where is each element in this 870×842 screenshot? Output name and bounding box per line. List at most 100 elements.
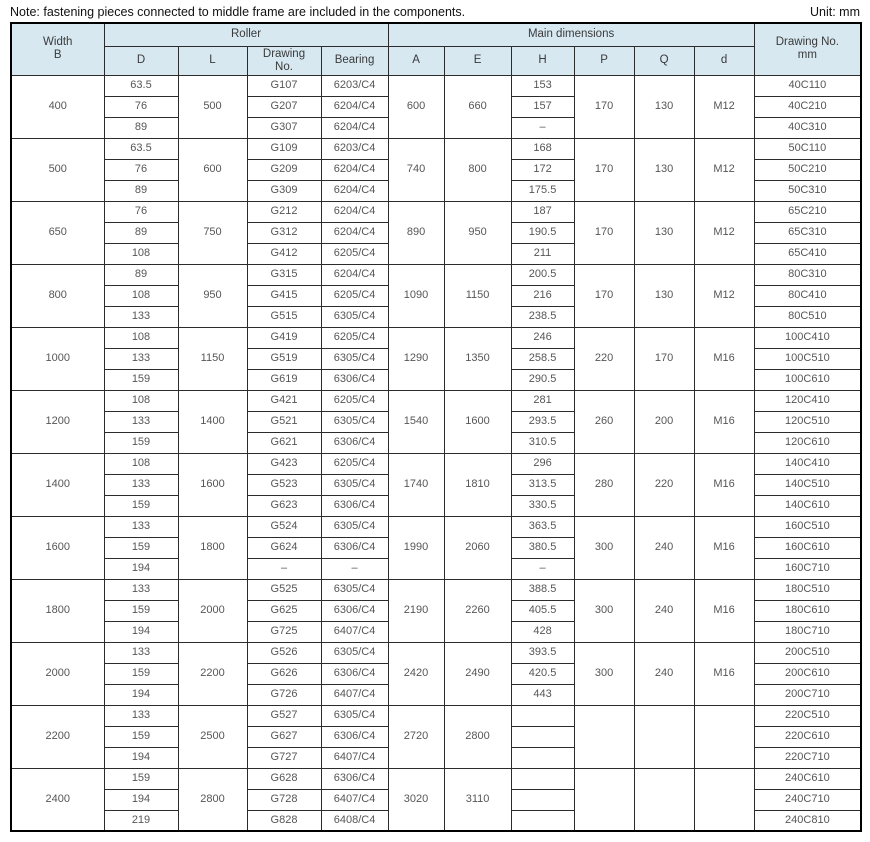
cell-roller-drawing-no: G726: [246, 683, 322, 706]
cell-roller-l: 1800: [177, 515, 248, 580]
cell-roller-drawing-no: G624: [246, 536, 322, 559]
cell-q: 130: [633, 200, 695, 265]
header-d: D: [103, 45, 179, 76]
cell-p: [573, 767, 635, 832]
cell-drawing-no-mm: 120C510: [753, 410, 862, 433]
cell-drawing-no-mm: 240C610: [753, 767, 862, 790]
cell-p: 300: [573, 515, 635, 580]
header-e: E: [443, 45, 512, 76]
cell-h: 238.5: [510, 305, 575, 328]
cell-roller-drawing-no: G109: [246, 137, 322, 160]
cell-q: 130: [633, 74, 695, 139]
cell-roller-d: 159: [103, 767, 179, 790]
table-row: 2400 159 2800 G628 6306/C4 3020 3110 240C610: [10, 767, 862, 832]
cell-d-thread: [693, 767, 755, 832]
cell-h: 313.5: [510, 473, 575, 496]
table-row: 108 G415 6205/C4 216 80C410: [11, 284, 862, 307]
cell-h: [510, 788, 575, 811]
cell-roller-drawing-no: G309: [246, 179, 322, 202]
cell-roller-d: 159: [103, 494, 179, 517]
cell-h: 293.5: [510, 410, 575, 433]
cell-roller-drawing-no: G421: [246, 389, 322, 412]
cell-roller-d: 63.5: [103, 74, 179, 97]
cell-roller-d: 63.5: [103, 137, 179, 160]
cell-drawing-no-mm: 40C310: [753, 116, 862, 139]
cell-h: 380.5: [510, 536, 575, 559]
cell-roller-d: 89: [103, 263, 179, 286]
table-row: 1400 108 1600 G423 6205/C4 1740 1810 296 280 220 M…: [10, 452, 862, 517]
cell-bearing: 6205/C4: [320, 326, 389, 349]
header-roller-group: Roller: [103, 22, 389, 47]
cell-roller-d: 89: [103, 179, 179, 202]
cell-drawing-no-mm: 200C510: [753, 641, 862, 664]
cell-q: [633, 767, 695, 832]
cell-roller-d: 133: [103, 410, 179, 433]
cell-bearing: 6306/C4: [320, 767, 389, 790]
cell-h: 393.5: [510, 641, 575, 664]
cell-drawing-no-mm: 220C510: [753, 704, 862, 727]
cell-h: 281: [510, 389, 575, 412]
cell-roller-d: 194: [103, 620, 179, 643]
cell-e: 1150: [443, 263, 512, 328]
cell-p: 170: [573, 263, 635, 328]
cell-q: 130: [633, 137, 695, 202]
cell-roller-d: 133: [103, 305, 179, 328]
cell-h: [510, 725, 575, 748]
cell-roller-d: 108: [103, 389, 179, 412]
cell-drawing-no-mm: 120C610: [753, 431, 862, 454]
cell-drawing-no-mm: 240C810: [753, 809, 862, 832]
cell-roller-d: 159: [103, 431, 179, 454]
cell-roller-d: 108: [103, 452, 179, 475]
cell-bearing: 6204/C4: [320, 179, 389, 202]
cell-drawing-no-mm: 200C610: [753, 662, 862, 685]
header-d-thread: d: [693, 45, 755, 76]
cell-roller-l: 1400: [177, 389, 248, 454]
cell-roller-d: 89: [103, 116, 179, 139]
cell-a: 1290: [387, 326, 445, 391]
cell-bearing: 6205/C4: [320, 242, 389, 265]
cell-roller-drawing-no: G523: [246, 473, 322, 496]
cell-drawing-no-mm: 100C410: [753, 326, 862, 349]
cell-roller-drawing-no: G623: [246, 494, 322, 517]
cell-bearing: 6306/C4: [320, 431, 389, 454]
cell-bearing: 6305/C4: [320, 473, 389, 496]
cell-roller-d: 194: [103, 788, 179, 811]
header-drawing-no-mm: Drawing No. mm: [753, 22, 862, 76]
cell-bearing: –: [320, 557, 389, 580]
cell-roller-drawing-no: G107: [246, 74, 322, 97]
cell-roller-l: 2000: [177, 578, 248, 643]
table-row: 650 76 750 G212 6204/C4 890 950 187 170 130 M12 65C…: [10, 200, 862, 265]
cell-h: 363.5: [510, 515, 575, 538]
cell-roller-drawing-no: G619: [246, 368, 322, 391]
cell-d-thread: M16: [693, 515, 755, 580]
cell-bearing: 6305/C4: [320, 347, 389, 370]
cell-width-b: 650: [10, 200, 105, 265]
table-row: 219 G828 6408/C4 240C810: [11, 809, 862, 832]
cell-roller-drawing-no: G212: [246, 200, 322, 223]
cell-e: 1810: [443, 452, 512, 517]
cell-drawing-no-mm: 80C510: [753, 305, 862, 328]
cell-a: 1540: [387, 389, 445, 454]
table-row: 194– – –160C710: [11, 557, 862, 580]
table-row: 1000 108 1150 G419 6205/C4 1290 1350 246 220 170 M…: [10, 326, 862, 391]
cell-h: 405.5: [510, 599, 575, 622]
spec-table: Width B Roller Main dimensions Drawing N…: [10, 22, 863, 833]
cell-h: 296: [510, 452, 575, 475]
cell-roller-drawing-no: G521: [246, 410, 322, 433]
cell-p: 280: [573, 452, 635, 517]
cell-roller-drawing-no: G727: [246, 746, 322, 769]
cell-roller-d: 76: [103, 200, 179, 223]
cell-width-b: 2000: [10, 641, 105, 706]
cell-drawing-no-mm: 160C610: [753, 536, 862, 559]
cell-roller-l: 500: [177, 74, 248, 139]
cell-roller-drawing-no: G525: [246, 578, 322, 601]
cell-roller-drawing-no: G627: [246, 725, 322, 748]
cell-bearing: 6204/C4: [320, 95, 389, 118]
table-row: 108 G412 6205/C4 211 65C410: [11, 242, 862, 265]
table-row: 133 G519 6305/C4 258.5 100C510: [11, 347, 862, 370]
cell-a: 1740: [387, 452, 445, 517]
cell-q: [633, 704, 695, 769]
cell-h: 211: [510, 242, 575, 265]
cell-h: 175.5: [510, 179, 575, 202]
cell-bearing: 6306/C4: [320, 662, 389, 685]
